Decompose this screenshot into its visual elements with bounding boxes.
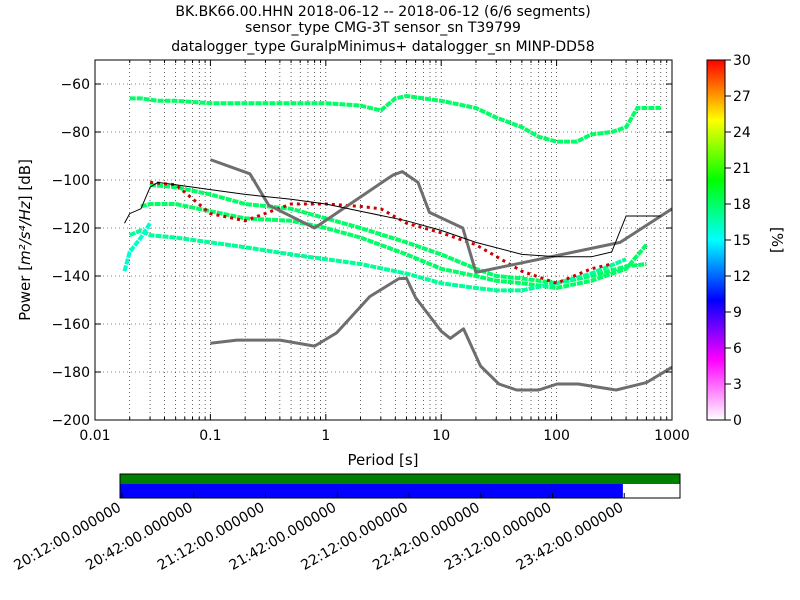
- density-band: [128, 228, 627, 293]
- y-tick-label: −200: [52, 413, 90, 429]
- x-tick-label: 0.1: [199, 428, 221, 444]
- timeline-bottom-bar: [120, 484, 623, 498]
- colorbar-tick-label: 3: [733, 377, 742, 393]
- y-axis-label-suffix: ] [dB]: [16, 159, 34, 201]
- x-tick-label: 10: [432, 428, 450, 444]
- y-tick-label: −100: [52, 173, 90, 189]
- colorbar-tick-label: 9: [733, 305, 742, 321]
- colorbar-label: [%]: [768, 227, 786, 253]
- colorbar-tick-label: 27: [733, 89, 751, 105]
- colorbar-tick-label: 6: [733, 341, 742, 357]
- colorbar-ticks: 0 3 6 9 12 15 18 21 24 27 30: [725, 53, 751, 429]
- x-axis-label: Period [s]: [347, 451, 418, 469]
- y-axis-label-prefix: Power [: [16, 265, 34, 321]
- y-tick-label: −80: [60, 125, 90, 141]
- colorbar-tick-label: 0: [733, 413, 742, 429]
- curves: [124, 158, 672, 392]
- chart-title-line-2: sensor_type CMG-3T sensor_sn T39799: [245, 20, 521, 36]
- timeline: 20:12:00.00000020:42:00.00000021:12:00.0…: [11, 473, 681, 574]
- noise-model-low: [210, 276, 672, 392]
- density-band: [122, 222, 152, 272]
- colorbar-tick-label: 30: [733, 53, 751, 69]
- y-tick-label: −140: [52, 269, 90, 285]
- colorbar-tick-label: 24: [733, 125, 751, 141]
- colorbar-gradient: [706, 59, 726, 421]
- colorbar-tick-label: 15: [733, 233, 751, 249]
- colorbar: 0 3 6 9 12 15 18 21 24 27 30 [%]: [706, 53, 786, 429]
- grid: [95, 60, 672, 420]
- colorbar-tick-label: 12: [733, 269, 751, 285]
- plot-area: 0.01 0.1 1 10 100 1000 −60 −80 −100 −120 −140 −160 −…: [52, 59, 690, 444]
- colorbar-tick-label: 21: [733, 161, 751, 177]
- timeline-labels: 20:12:00.00000020:42:00.00000021:12:00.0…: [11, 493, 626, 574]
- density-bands: [122, 93, 661, 293]
- noise-model-high: [209, 158, 672, 274]
- x-tick-label: 1: [321, 428, 330, 444]
- timeline-top-bar: [120, 474, 680, 484]
- chart-title-line-1: BK.BK66.00.HHN 2018-06-12 -- 2018-06-12 …: [175, 4, 590, 20]
- y-tick-label: −180: [52, 365, 90, 381]
- y-tick-label: −120: [52, 221, 90, 237]
- y-tick-label: −60: [60, 77, 90, 93]
- x-tick-label: 100: [543, 428, 570, 444]
- y-axis-label: Power [m²/s⁴/Hz] [dB]: [16, 159, 34, 321]
- mode-curve: [149, 180, 613, 285]
- x-tick-label: 0.01: [79, 428, 110, 444]
- y-axis-label-unit: m²/s⁴/Hz: [16, 200, 34, 265]
- plot-frame: [94, 59, 673, 421]
- timeline-frame: [119, 473, 681, 499]
- x-tick-label: 1000: [654, 428, 690, 444]
- mean-curve: [124, 181, 661, 258]
- y-tick-label: −160: [52, 317, 90, 333]
- colorbar-tick-label: 18: [733, 197, 751, 213]
- density-band: [140, 202, 648, 291]
- density-band: [129, 93, 661, 144]
- axis-ticks: 0.01 0.1 1 10 100 1000 −60 −80 −100 −120 −140 −160 −…: [52, 60, 690, 444]
- chart-title-line-3: datalogger_type GuralpMinimus+ datalogge…: [171, 39, 594, 55]
